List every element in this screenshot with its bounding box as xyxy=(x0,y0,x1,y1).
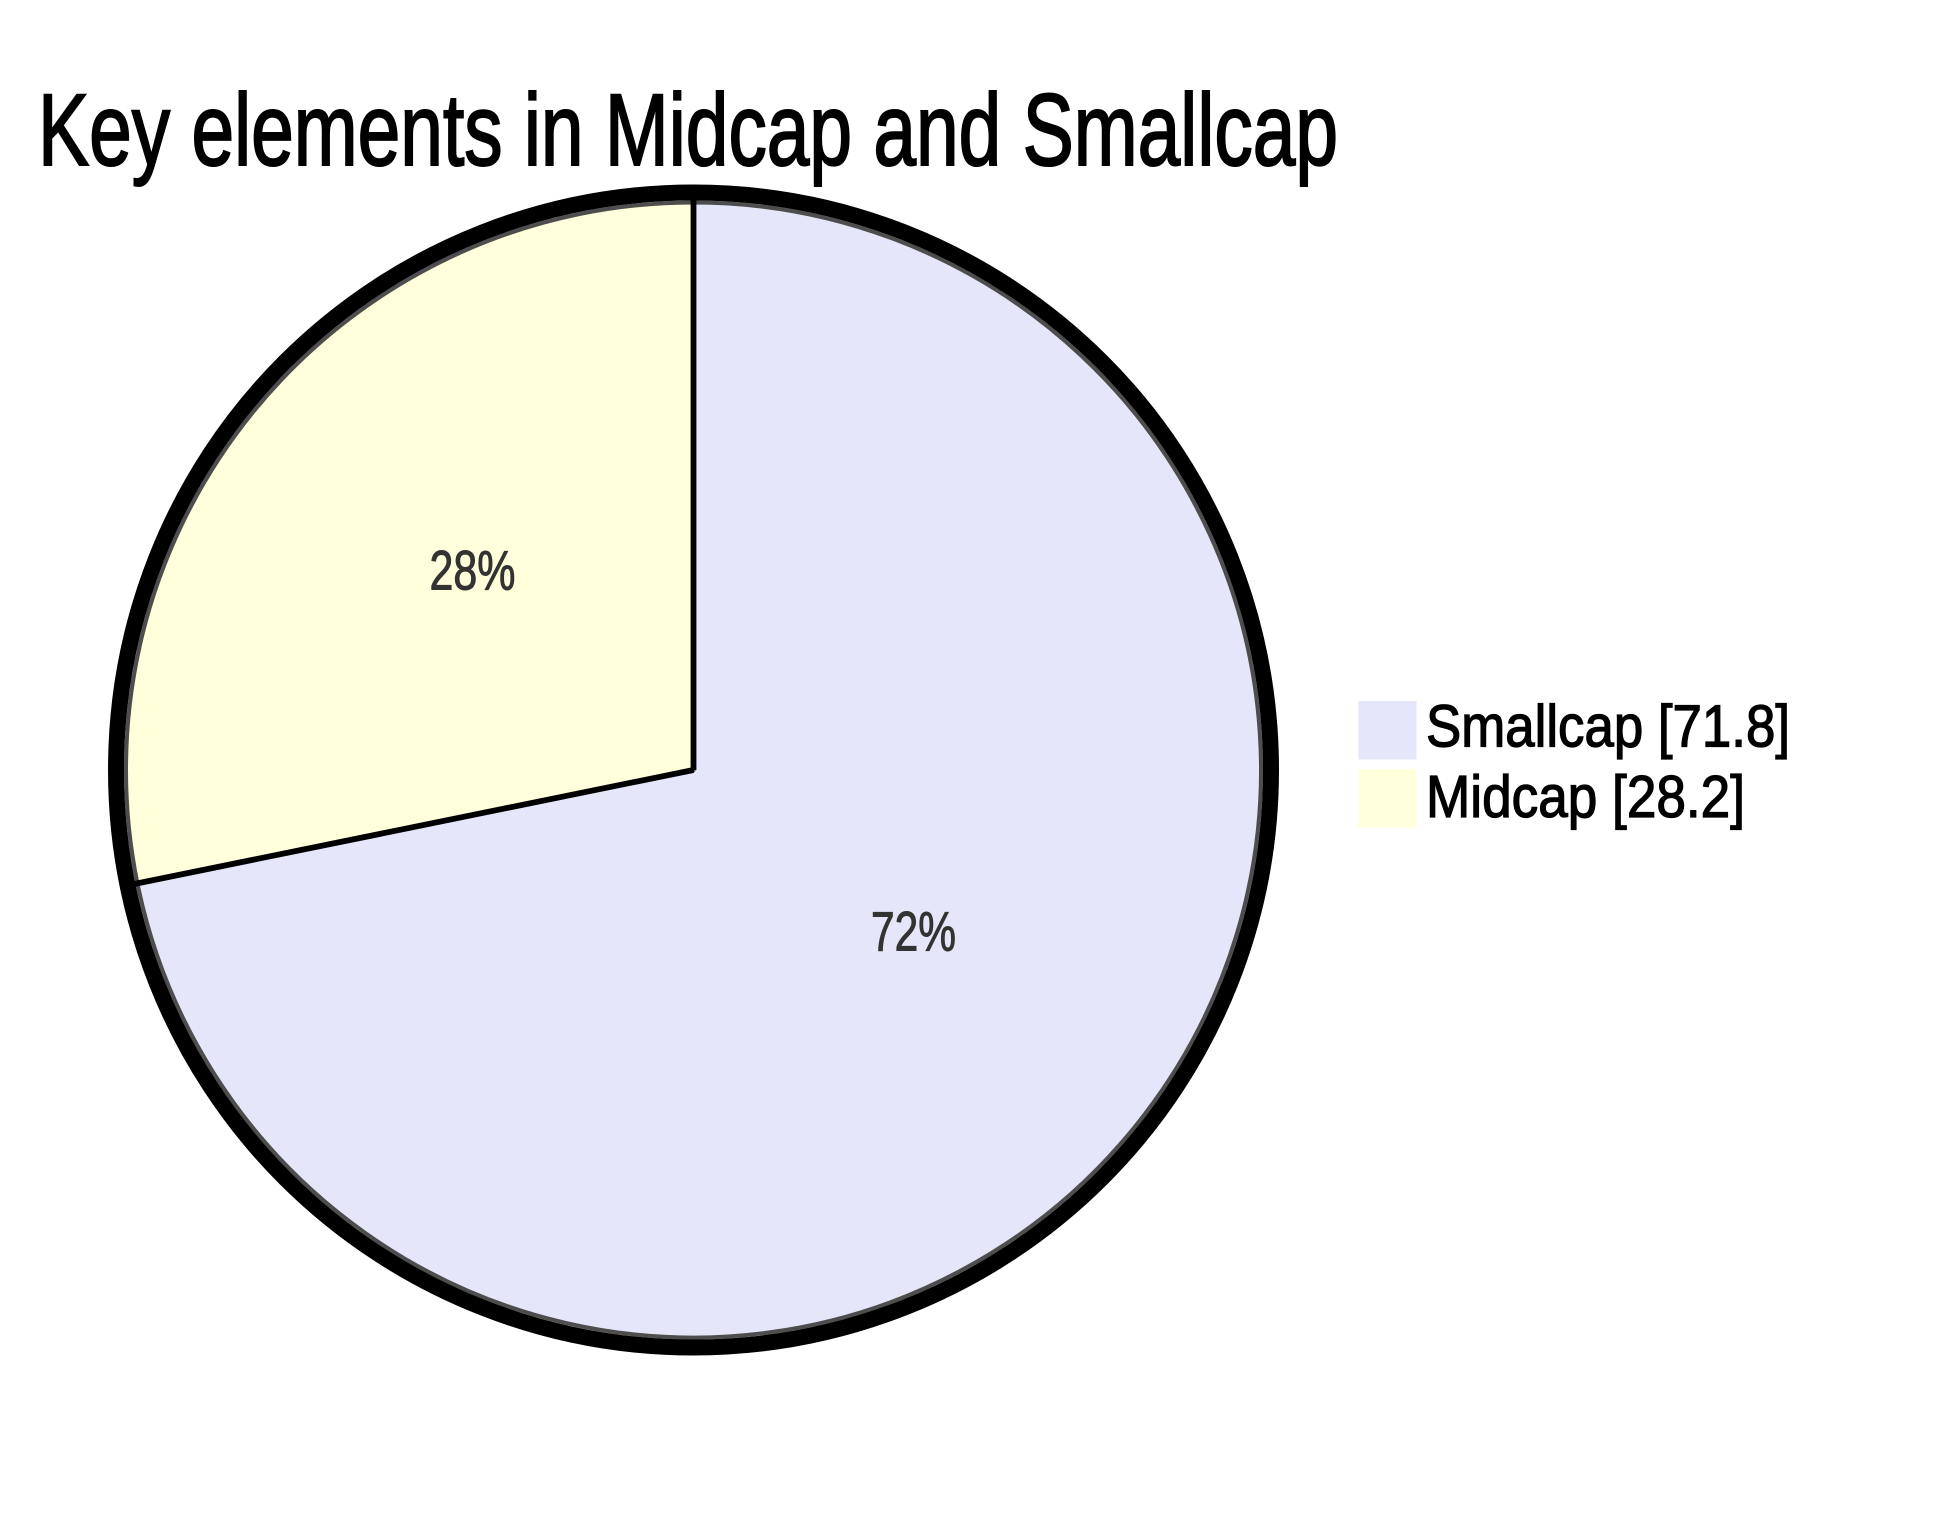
svg-text:Key elements in Midcap and Sma: Key elements in Midcap and Smallcap xyxy=(38,73,1338,187)
svg-text:Midcap [28.2]: Midcap [28.2] xyxy=(1426,764,1745,830)
svg-text:Smallcap [71.8]: Smallcap [71.8] xyxy=(1426,694,1790,760)
svg-text:28%: 28% xyxy=(430,539,516,602)
svg-text:72%: 72% xyxy=(871,899,956,962)
